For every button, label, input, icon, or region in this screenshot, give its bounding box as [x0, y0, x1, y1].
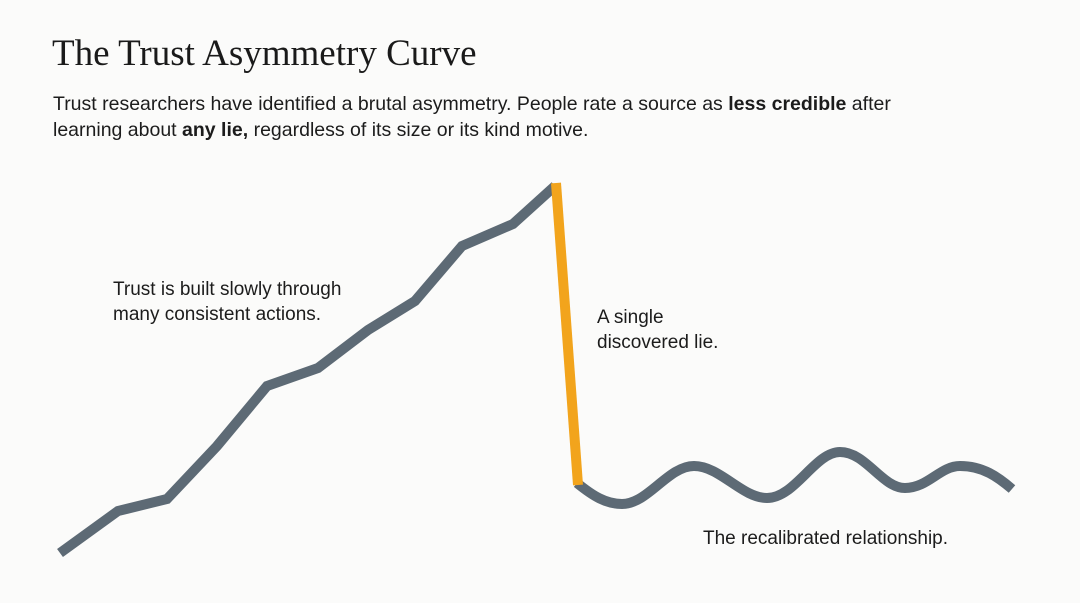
- subtitle: Trust researchers have identified a brut…: [53, 91, 953, 143]
- subtitle-text-1: Trust researchers have identified a brut…: [53, 93, 729, 115]
- subtitle-text-3: regardless of its size or its kind motiv…: [248, 119, 589, 141]
- annotation-lie-line-2: discovered lie.: [597, 331, 719, 353]
- recalibrated-relationship-line: [573, 446, 1016, 510]
- annotation-build-line-1: Trust is built slowly through: [113, 279, 342, 300]
- trust-building-line: [57, 182, 559, 558]
- annotation-lie-line-1: A single: [597, 307, 664, 328]
- lie-drop-line: [551, 182, 583, 486]
- annotation-recalibrated-relationship: The recalibrated relationship.: [703, 528, 949, 549]
- annotation-trust-built-slowly: Trust is built slowly through many consi…: [113, 278, 341, 327]
- subtitle-text-2: after learning about: [53, 93, 891, 141]
- annotation-build-line-2: many consistent actions.: [113, 303, 322, 325]
- annotation-discovered-lie: A single discovered lie.: [597, 306, 718, 355]
- subtitle-emphasis-any-lie: any lie,: [182, 119, 249, 141]
- page-title: The Trust Asymmetry Curve: [52, 33, 477, 74]
- subtitle-emphasis-less-credible: less credible: [728, 93, 847, 115]
